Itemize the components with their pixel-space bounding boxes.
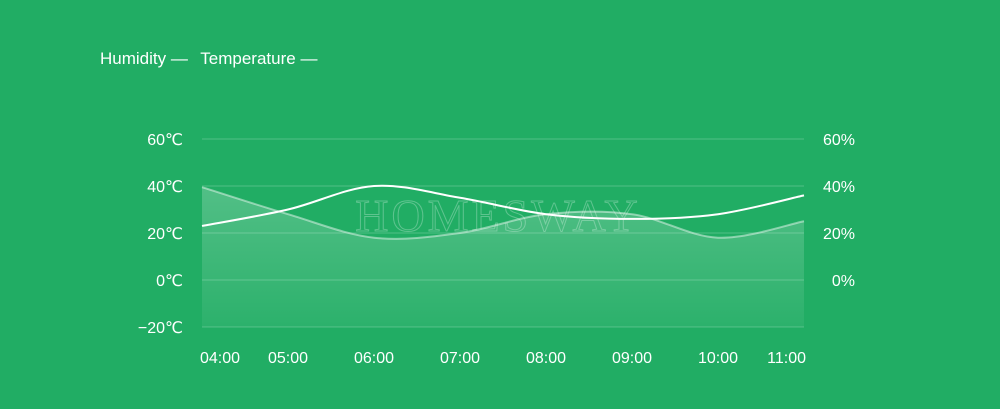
- y-right-tick-label: 60%: [823, 132, 855, 149]
- y-right-tick-label: 0%: [832, 273, 855, 290]
- x-tick-label: 06:00: [354, 350, 394, 367]
- x-tick-label: 05:00: [268, 350, 308, 367]
- y-axis-left: 60℃ 40℃ 20℃ 0℃ −20℃: [138, 132, 183, 337]
- temperature-line-series: [201, 184, 805, 227]
- watermark: HOMESWAY: [355, 190, 641, 241]
- humidity-area-fill: [202, 187, 804, 327]
- y-left-tick-label: 20℃: [147, 226, 183, 243]
- y-left-tick-label: 60℃: [147, 132, 183, 149]
- y-left-tick-label: 40℃: [147, 179, 183, 196]
- x-axis: 04:00 05:00 06:00 07:00 08:00 09:00 10:00 11:00: [200, 350, 806, 367]
- x-tick-label: 10:00: [698, 350, 738, 367]
- y-left-tick-label: 0℃: [156, 273, 183, 290]
- x-tick-label: 09:00: [612, 350, 652, 367]
- x-tick-label: 11:00: [767, 350, 806, 367]
- y-right-tick-label: 40%: [823, 179, 855, 196]
- x-tick-label: 08:00: [526, 350, 566, 367]
- temperature-line: [201, 184, 805, 227]
- y-left-tick-label: −20℃: [138, 320, 183, 337]
- humidity-line: [201, 186, 805, 240]
- legend-item-humidity[interactable]: Humidity —: [100, 49, 188, 68]
- chart-legend: Humidity — Temperature —: [100, 49, 325, 69]
- y-right-tick-label: 20%: [823, 226, 855, 243]
- legend-item-temperature[interactable]: Temperature —: [200, 49, 318, 68]
- x-tick-label: 07:00: [440, 350, 480, 367]
- x-tick-label: 04:00: [200, 350, 240, 367]
- humidity-area-series: [201, 186, 805, 327]
- y-axis-right: 60% 40% 20% 0%: [823, 132, 855, 290]
